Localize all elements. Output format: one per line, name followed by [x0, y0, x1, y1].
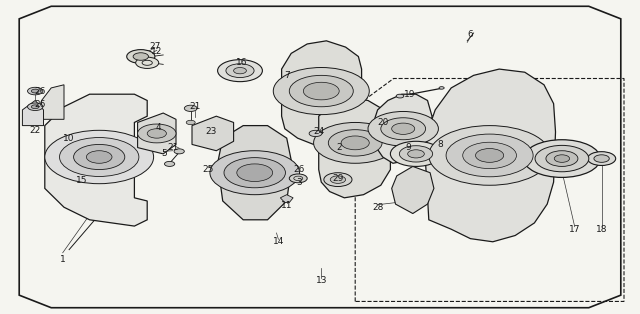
Text: 28: 28: [372, 203, 383, 212]
Circle shape: [210, 151, 300, 195]
Text: 22: 22: [29, 126, 41, 135]
Text: 13: 13: [316, 276, 327, 284]
Circle shape: [328, 130, 382, 156]
Circle shape: [31, 89, 39, 93]
Text: 1: 1: [60, 255, 65, 263]
Circle shape: [147, 129, 166, 138]
Text: 12: 12: [151, 47, 163, 56]
Circle shape: [390, 141, 442, 166]
Circle shape: [86, 151, 112, 163]
Text: 6: 6: [468, 30, 473, 39]
Circle shape: [535, 145, 589, 172]
Circle shape: [164, 161, 175, 166]
Text: 21: 21: [189, 102, 201, 111]
Polygon shape: [282, 41, 362, 144]
Polygon shape: [218, 126, 292, 220]
Circle shape: [399, 146, 433, 162]
Text: 3: 3: [297, 178, 302, 187]
Circle shape: [439, 87, 444, 89]
Circle shape: [31, 105, 39, 109]
Polygon shape: [45, 94, 147, 226]
Text: 5: 5: [161, 149, 166, 158]
Circle shape: [74, 144, 125, 170]
Text: 8: 8: [438, 140, 443, 149]
Text: 7: 7: [284, 71, 289, 80]
Circle shape: [234, 68, 246, 74]
Circle shape: [368, 111, 438, 146]
Circle shape: [396, 94, 404, 98]
Text: 11: 11: [281, 201, 292, 210]
Circle shape: [174, 149, 184, 154]
Text: 19: 19: [404, 90, 415, 99]
Text: 10: 10: [63, 134, 75, 143]
Circle shape: [546, 151, 578, 166]
Text: 26: 26: [34, 87, 45, 95]
Text: 2: 2: [337, 143, 342, 152]
Circle shape: [392, 123, 415, 134]
Circle shape: [28, 87, 43, 95]
Text: 4: 4: [156, 123, 161, 132]
Text: 18: 18: [596, 225, 607, 234]
Circle shape: [314, 122, 397, 163]
Text: 21: 21: [167, 143, 179, 152]
Text: 26: 26: [294, 165, 305, 174]
Circle shape: [133, 53, 148, 60]
Circle shape: [273, 68, 369, 115]
Circle shape: [226, 64, 254, 78]
Text: 27: 27: [149, 42, 161, 51]
Polygon shape: [319, 97, 390, 198]
Circle shape: [476, 149, 504, 162]
Circle shape: [309, 130, 322, 137]
Polygon shape: [392, 166, 434, 214]
Text: 15: 15: [76, 176, 88, 185]
Text: 25: 25: [202, 165, 214, 174]
Circle shape: [138, 124, 176, 143]
Polygon shape: [19, 6, 621, 308]
Circle shape: [303, 82, 339, 100]
Polygon shape: [22, 100, 44, 126]
Text: 24: 24: [313, 127, 324, 136]
Circle shape: [127, 50, 155, 63]
Circle shape: [588, 152, 616, 165]
Circle shape: [289, 174, 307, 183]
Circle shape: [408, 150, 424, 158]
Text: 29: 29: [332, 175, 344, 183]
Circle shape: [554, 155, 570, 162]
Circle shape: [184, 105, 197, 111]
Polygon shape: [138, 113, 176, 154]
Text: 9: 9: [406, 143, 411, 152]
Circle shape: [28, 103, 43, 111]
Circle shape: [289, 75, 353, 107]
Circle shape: [429, 126, 550, 185]
Circle shape: [60, 138, 139, 176]
Polygon shape: [372, 94, 432, 163]
Text: 17: 17: [569, 225, 580, 234]
Circle shape: [330, 176, 346, 183]
Circle shape: [136, 57, 159, 68]
Circle shape: [594, 155, 609, 162]
Text: 20: 20: [377, 118, 388, 127]
Circle shape: [341, 136, 369, 150]
Text: 23: 23: [205, 127, 217, 136]
Circle shape: [186, 120, 195, 125]
Circle shape: [45, 130, 154, 184]
Circle shape: [524, 140, 600, 177]
Circle shape: [224, 158, 285, 188]
Polygon shape: [42, 85, 64, 119]
Polygon shape: [192, 116, 234, 151]
Text: 26: 26: [34, 100, 45, 109]
Circle shape: [446, 134, 533, 177]
Text: 14: 14: [273, 237, 284, 246]
Text: 16: 16: [236, 58, 248, 67]
Polygon shape: [280, 195, 293, 203]
Circle shape: [218, 60, 262, 82]
Polygon shape: [426, 69, 556, 242]
Circle shape: [324, 173, 352, 187]
Circle shape: [237, 164, 273, 181]
Circle shape: [381, 118, 426, 140]
Circle shape: [463, 142, 516, 169]
